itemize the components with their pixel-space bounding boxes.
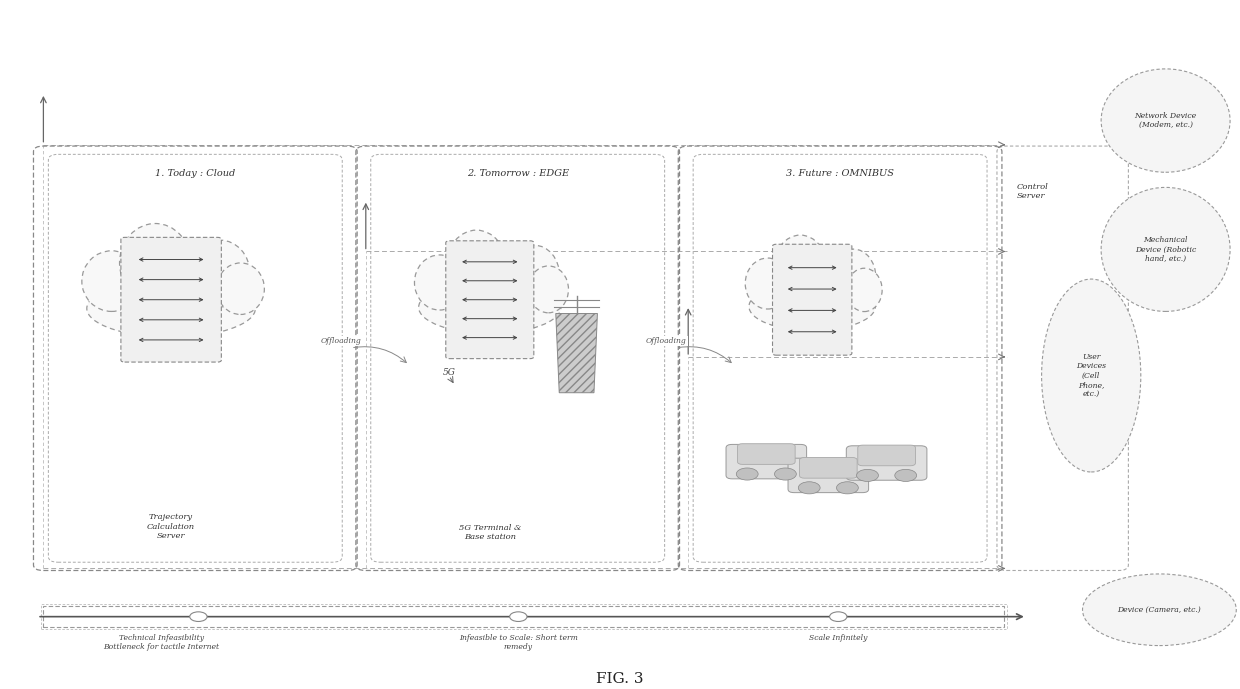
Bar — [41, 604, 1007, 629]
Circle shape — [737, 468, 758, 480]
Polygon shape — [556, 313, 598, 393]
Text: Trajectory
Calculation
Server: Trajectory Calculation Server — [148, 513, 195, 539]
FancyBboxPatch shape — [738, 444, 795, 464]
FancyBboxPatch shape — [858, 445, 915, 466]
Ellipse shape — [749, 282, 875, 331]
Text: Network Device
(Modem, etc.): Network Device (Modem, etc.) — [1135, 112, 1197, 129]
Ellipse shape — [119, 223, 191, 302]
Circle shape — [830, 612, 847, 621]
Text: 2. Tomorrow : EDGE: 2. Tomorrow : EDGE — [466, 169, 569, 178]
Circle shape — [775, 468, 796, 480]
FancyBboxPatch shape — [789, 458, 869, 493]
Ellipse shape — [1083, 574, 1236, 646]
Text: Scale Infinitely: Scale Infinitely — [808, 634, 868, 642]
Circle shape — [190, 612, 207, 621]
Text: Offloading: Offloading — [646, 337, 686, 345]
Text: FIG. 3: FIG. 3 — [596, 672, 644, 686]
Text: Technical Infeasibility
Bottleneck for tactile Internet: Technical Infeasibility Bottleneck for t… — [103, 634, 219, 651]
Circle shape — [799, 482, 820, 494]
Ellipse shape — [217, 263, 264, 314]
FancyBboxPatch shape — [800, 457, 857, 478]
FancyBboxPatch shape — [773, 245, 852, 356]
Circle shape — [895, 469, 916, 482]
Ellipse shape — [847, 268, 882, 311]
Text: User
Devices
(Cell
Phone,
etc.): User Devices (Cell Phone, etc.) — [1076, 353, 1106, 398]
Text: 5G: 5G — [443, 367, 455, 377]
Ellipse shape — [1101, 69, 1230, 172]
Bar — [43, 606, 1004, 627]
Ellipse shape — [191, 240, 250, 307]
FancyBboxPatch shape — [446, 241, 534, 359]
Ellipse shape — [414, 255, 465, 310]
Text: Infeasible to Scale: Short term
remedy: Infeasible to Scale: Short term remedy — [459, 634, 578, 651]
Ellipse shape — [1101, 187, 1230, 311]
Circle shape — [857, 469, 878, 482]
FancyBboxPatch shape — [727, 444, 807, 479]
Ellipse shape — [745, 258, 790, 309]
Ellipse shape — [774, 235, 827, 301]
Text: Mechanical
Device (Robotic
hand, etc.): Mechanical Device (Robotic hand, etc.) — [1135, 236, 1197, 263]
Ellipse shape — [510, 245, 559, 306]
Ellipse shape — [528, 266, 568, 313]
Ellipse shape — [87, 280, 255, 337]
Ellipse shape — [82, 251, 141, 311]
Text: 3. Future : OMNIBUS: 3. Future : OMNIBUS — [786, 169, 894, 178]
FancyBboxPatch shape — [846, 446, 928, 480]
Text: 1. Today : Cloud: 1. Today : Cloud — [155, 169, 236, 178]
Ellipse shape — [446, 230, 507, 302]
Text: 5G Terminal &
Base station: 5G Terminal & Base station — [459, 524, 521, 541]
FancyBboxPatch shape — [122, 237, 221, 362]
Ellipse shape — [1042, 279, 1141, 472]
Ellipse shape — [831, 249, 875, 305]
Text: Offloading: Offloading — [321, 337, 361, 345]
Circle shape — [837, 482, 858, 494]
Circle shape — [510, 612, 527, 621]
Text: Device (Camera, etc.): Device (Camera, etc.) — [1117, 606, 1202, 614]
Ellipse shape — [419, 281, 560, 333]
Text: Control
Server: Control Server — [1017, 183, 1049, 200]
